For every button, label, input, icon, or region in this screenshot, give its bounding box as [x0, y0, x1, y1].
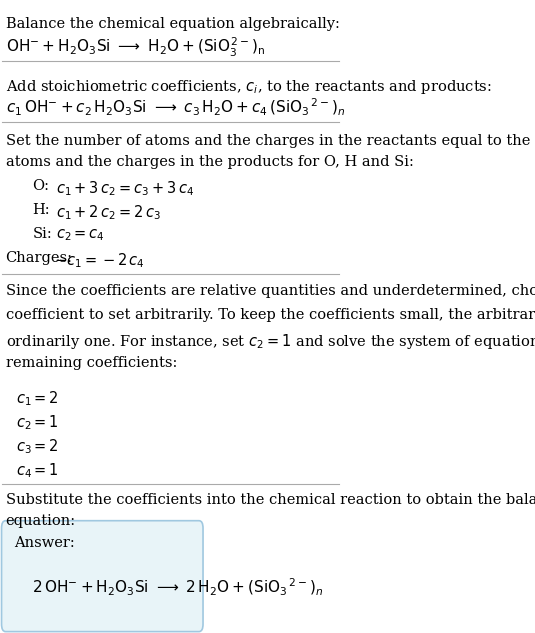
Text: atoms and the charges in the products for O, H and Si:: atoms and the charges in the products fo… [5, 154, 414, 168]
Text: Set the number of atoms and the charges in the reactants equal to the number of: Set the number of atoms and the charges … [5, 134, 535, 147]
Text: coefficient to set arbitrarily. To keep the coefficients small, the arbitrary va: coefficient to set arbitrarily. To keep … [5, 308, 535, 322]
Text: Si:: Si: [33, 227, 52, 241]
FancyBboxPatch shape [2, 521, 203, 632]
Text: remaining coefficients:: remaining coefficients: [5, 356, 177, 370]
Text: Balance the chemical equation algebraically:: Balance the chemical equation algebraica… [5, 17, 339, 31]
Text: $c_1 + 3\,c_2 = c_3 + 3\,c_4$: $c_1 + 3\,c_2 = c_3 + 3\,c_4$ [56, 179, 194, 197]
Text: equation:: equation: [5, 514, 76, 528]
Text: $2\,\mathrm{OH^{-}} + \mathrm{H_2O_3Si} \ \longrightarrow \ 2\,\mathrm{H_2O} + (: $2\,\mathrm{OH^{-}} + \mathrm{H_2O_3Si} … [33, 577, 324, 598]
Text: $c_1\,\mathrm{OH^{-}} + c_2\,\mathrm{H_2O_3Si} \ \longrightarrow \ c_3\,\mathrm{: $c_1\,\mathrm{OH^{-}} + c_2\,\mathrm{H_2… [5, 97, 345, 118]
Text: Charges:: Charges: [5, 251, 73, 265]
Text: H:: H: [33, 203, 50, 217]
Text: $c_2 = c_4$: $c_2 = c_4$ [56, 227, 105, 242]
Text: Add stoichiometric coefficients, $c_i$, to the reactants and products:: Add stoichiometric coefficients, $c_i$, … [5, 78, 492, 96]
Text: $c_3 = 2$: $c_3 = 2$ [16, 437, 58, 456]
Text: $-c_1 = -2\,c_4$: $-c_1 = -2\,c_4$ [55, 251, 145, 270]
Text: $\mathrm{OH^{-} + H_2O_3Si \ \longrightarrow \ H_2O + (SiO_3^{\,2-})_n}$: $\mathrm{OH^{-} + H_2O_3Si \ \longrighta… [5, 36, 265, 60]
Text: Since the coefficients are relative quantities and underdetermined, choose a: Since the coefficients are relative quan… [5, 284, 535, 298]
Text: Substitute the coefficients into the chemical reaction to obtain the balanced: Substitute the coefficients into the che… [5, 493, 535, 507]
Text: O:: O: [33, 179, 50, 193]
Text: $c_4 = 1$: $c_4 = 1$ [16, 461, 58, 480]
Text: ordinarily one. For instance, set $c_2 = 1$ and solve the system of equations fo: ordinarily one. For instance, set $c_2 =… [5, 332, 535, 351]
Text: Answer:: Answer: [14, 536, 75, 550]
Text: $c_1 + 2\,c_2 = 2\,c_3$: $c_1 + 2\,c_2 = 2\,c_3$ [56, 203, 161, 222]
Text: $c_2 = 1$: $c_2 = 1$ [16, 413, 58, 432]
Text: $c_1 = 2$: $c_1 = 2$ [16, 389, 58, 408]
